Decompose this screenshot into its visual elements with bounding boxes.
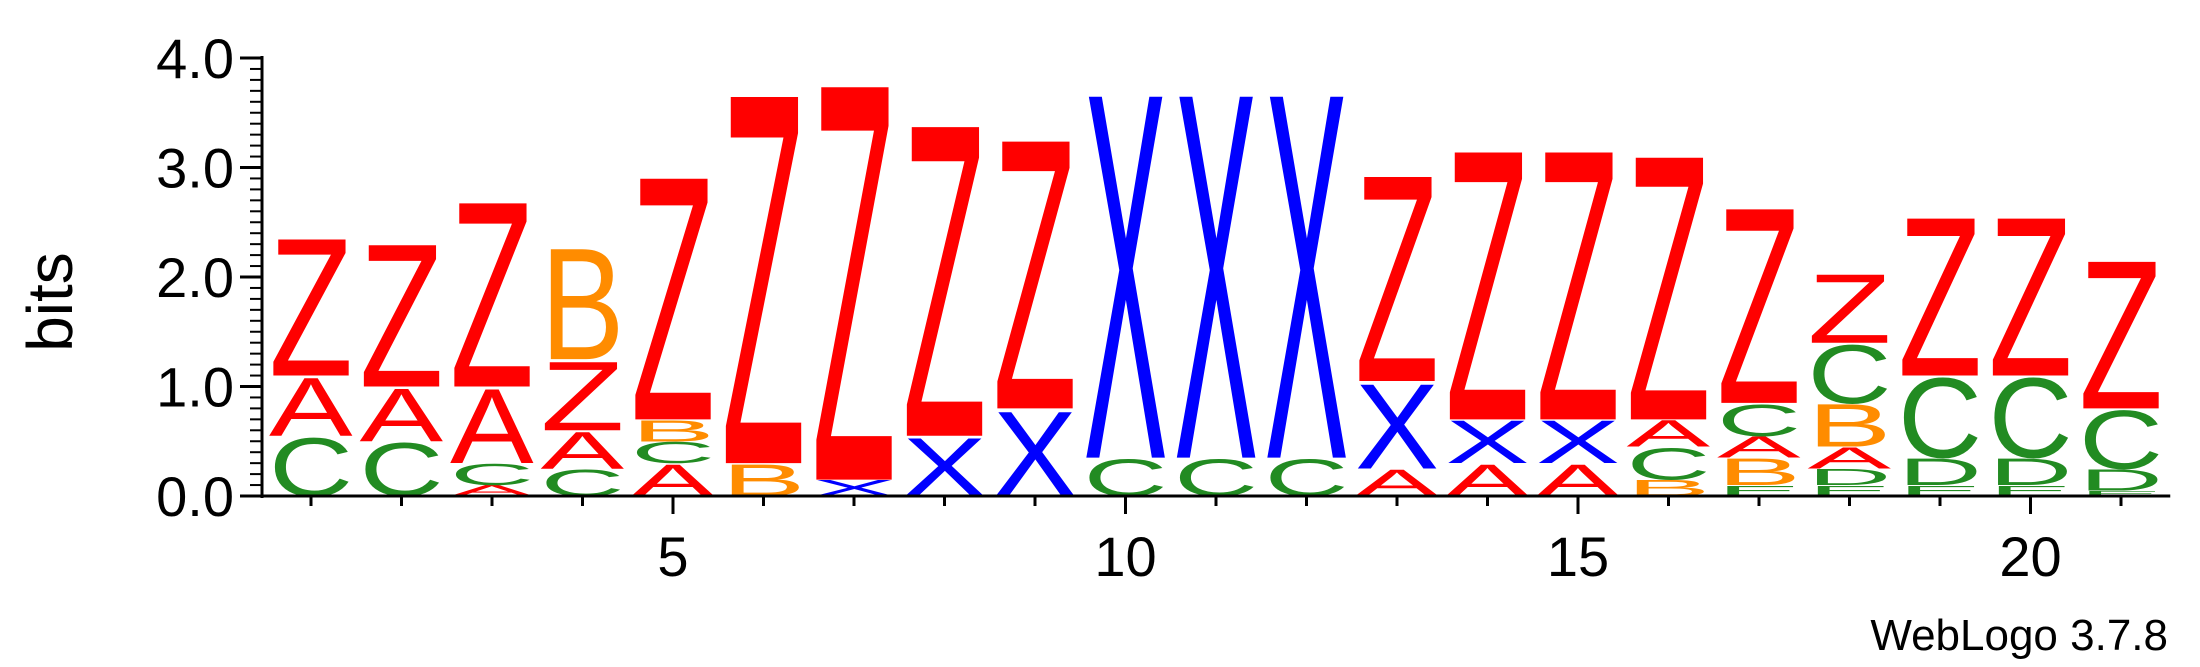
logo-glyph-c: C — [1717, 394, 1801, 445]
logo-glyph-x: X — [1174, 0, 1258, 569]
logo-column-1: CAZ — [269, 198, 353, 514]
y-tick-label: 1.0 — [156, 356, 234, 419]
logo-glyph-z: Z — [1898, 170, 1982, 424]
logo-glyph-z: Z — [269, 198, 353, 419]
x-tick-label: 10 — [1094, 525, 1156, 588]
weblogo-version-label: WebLogo 3.7.8 — [1870, 611, 2168, 660]
y-tick-label: 3.0 — [156, 137, 234, 200]
logo-glyph-x: X — [1084, 0, 1168, 569]
logo-glyph-c: C — [631, 436, 715, 470]
logo-glyph-z: Z — [1717, 149, 1801, 463]
logo-glyph-b: B — [1717, 451, 1801, 494]
logo-glyph-x: X — [1536, 408, 1620, 476]
logo-column-9: XZ — [993, 58, 1077, 523]
logo-glyph-z: Z — [631, 103, 715, 494]
y-axis-label: bits — [14, 252, 86, 352]
logo-glyph-z: Z — [993, 58, 1077, 491]
logo-glyph-d: D — [1808, 464, 1892, 490]
logo-glyph-c: C — [450, 458, 534, 492]
logo-column-13: AXZ — [1355, 113, 1439, 504]
logo-column-7: XZ — [812, 0, 896, 601]
logo-glyph-z: Z — [1627, 75, 1711, 501]
logo-glyph-d: D — [1989, 451, 2073, 493]
logo-glyph-z: Z — [2079, 216, 2163, 454]
logo-glyph-a: A — [360, 372, 444, 457]
chart-axes: 0.0 1.0 2.0 3.0 4.0 5 10 15 20 — [156, 27, 2171, 588]
logo-glyph-z: Z — [1808, 254, 1892, 364]
y-tick-label: 2.0 — [156, 246, 234, 309]
logo-glyph-a: A — [1627, 412, 1711, 455]
logo-glyph-z: Z — [1536, 69, 1620, 502]
y-tick-label: 4.0 — [156, 27, 234, 90]
logo-glyph-e: E — [2079, 489, 2163, 498]
logo-glyph-z: Z — [1355, 113, 1439, 444]
logo-glyph-z: Z — [722, 0, 806, 577]
logo-glyph-z: Z — [1989, 170, 2073, 424]
logo-glyph-z: Z — [541, 342, 625, 452]
logo-glyph-c: C — [1627, 438, 1711, 489]
logo-glyph-x: X — [1355, 360, 1439, 496]
logo-glyph-z: Z — [360, 202, 444, 431]
logo-glyph-z: Z — [812, 0, 896, 601]
y-tick-label: 0.0 — [156, 465, 234, 528]
logo-glyph-x: X — [1446, 408, 1530, 476]
x-tick-label: 5 — [657, 525, 688, 588]
logo-glyph-a: A — [1808, 441, 1892, 475]
logo-column-8: XZ — [903, 31, 987, 531]
logo-glyph-z: Z — [450, 145, 534, 443]
logo-glyph-c: C — [1808, 328, 1892, 421]
logo-column-11: CX — [1174, 0, 1258, 569]
logo-glyph-a: A — [1717, 430, 1801, 464]
logo-glyph-c: C — [1898, 356, 1982, 483]
logo-glyph-c: C — [1989, 356, 2073, 483]
x-tick-label: 15 — [1547, 525, 1609, 588]
logo-column-12: CX — [1265, 0, 1349, 569]
logo-glyph-d: D — [1898, 451, 1982, 493]
logo-column-6: BZ — [722, 0, 806, 577]
logo-glyph-z: Z — [903, 31, 987, 531]
logo-glyph-x: X — [1265, 0, 1349, 569]
logo-column-14: AXZ — [1446, 69, 1530, 506]
x-tick-label: 20 — [1999, 525, 2061, 588]
logo-column-15: AXZ — [1536, 69, 1620, 506]
logo-glyph-a: A — [450, 367, 534, 486]
logo-column-2: CAZ — [360, 202, 444, 512]
logo-glyph-b: B — [1808, 391, 1892, 459]
logo-glyph-b: B — [631, 414, 715, 448]
logo-glyph-a: A — [541, 421, 626, 480]
logo-glyph-b: B — [541, 216, 625, 394]
logo-column-10: CX — [1084, 0, 1168, 569]
logo-glyph-c: C — [2079, 393, 2163, 486]
logo-glyph-a: A — [269, 360, 353, 453]
logo-glyph-z: Z — [1446, 69, 1530, 502]
logo-glyph-d: D — [2079, 463, 2163, 497]
